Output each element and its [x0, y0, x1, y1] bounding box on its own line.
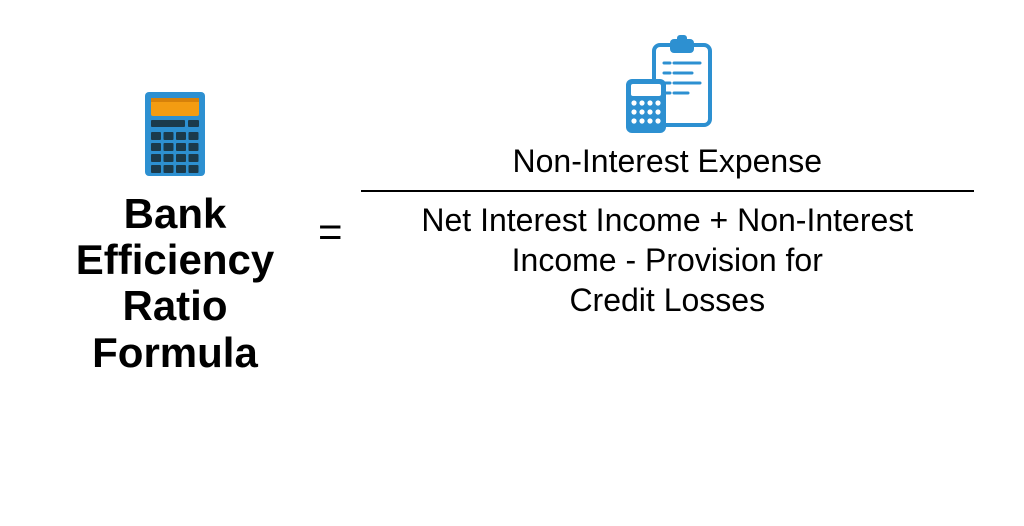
- title-line-1: Bank: [124, 190, 227, 237]
- formula-title: Bank Efficiency Ratio Formula: [76, 191, 274, 376]
- formula-left-block: Bank Efficiency Ratio Formula: [50, 88, 300, 376]
- formula-fraction: Non-Interest Expense Net Interest Income…: [361, 143, 974, 320]
- denominator-line-2: Income - Provision for: [512, 242, 823, 278]
- title-line-3: Ratio: [122, 282, 227, 329]
- clipboard-calculator-icon: [612, 33, 722, 148]
- equals-sign: =: [318, 208, 343, 256]
- calculator-icon: [140, 88, 210, 185]
- formula-container: Bank Efficiency Ratio Formula =: [50, 88, 974, 376]
- fraction-numerator: Non-Interest Expense: [513, 143, 823, 190]
- denominator-line-1: Net Interest Income + Non-Interest: [421, 202, 913, 238]
- denominator-line-3: Credit Losses: [569, 282, 765, 318]
- title-line-4: Formula: [92, 329, 258, 376]
- fraction-denominator: Net Interest Income + Non-Interest Incom…: [421, 192, 913, 320]
- title-line-2: Efficiency: [76, 236, 274, 283]
